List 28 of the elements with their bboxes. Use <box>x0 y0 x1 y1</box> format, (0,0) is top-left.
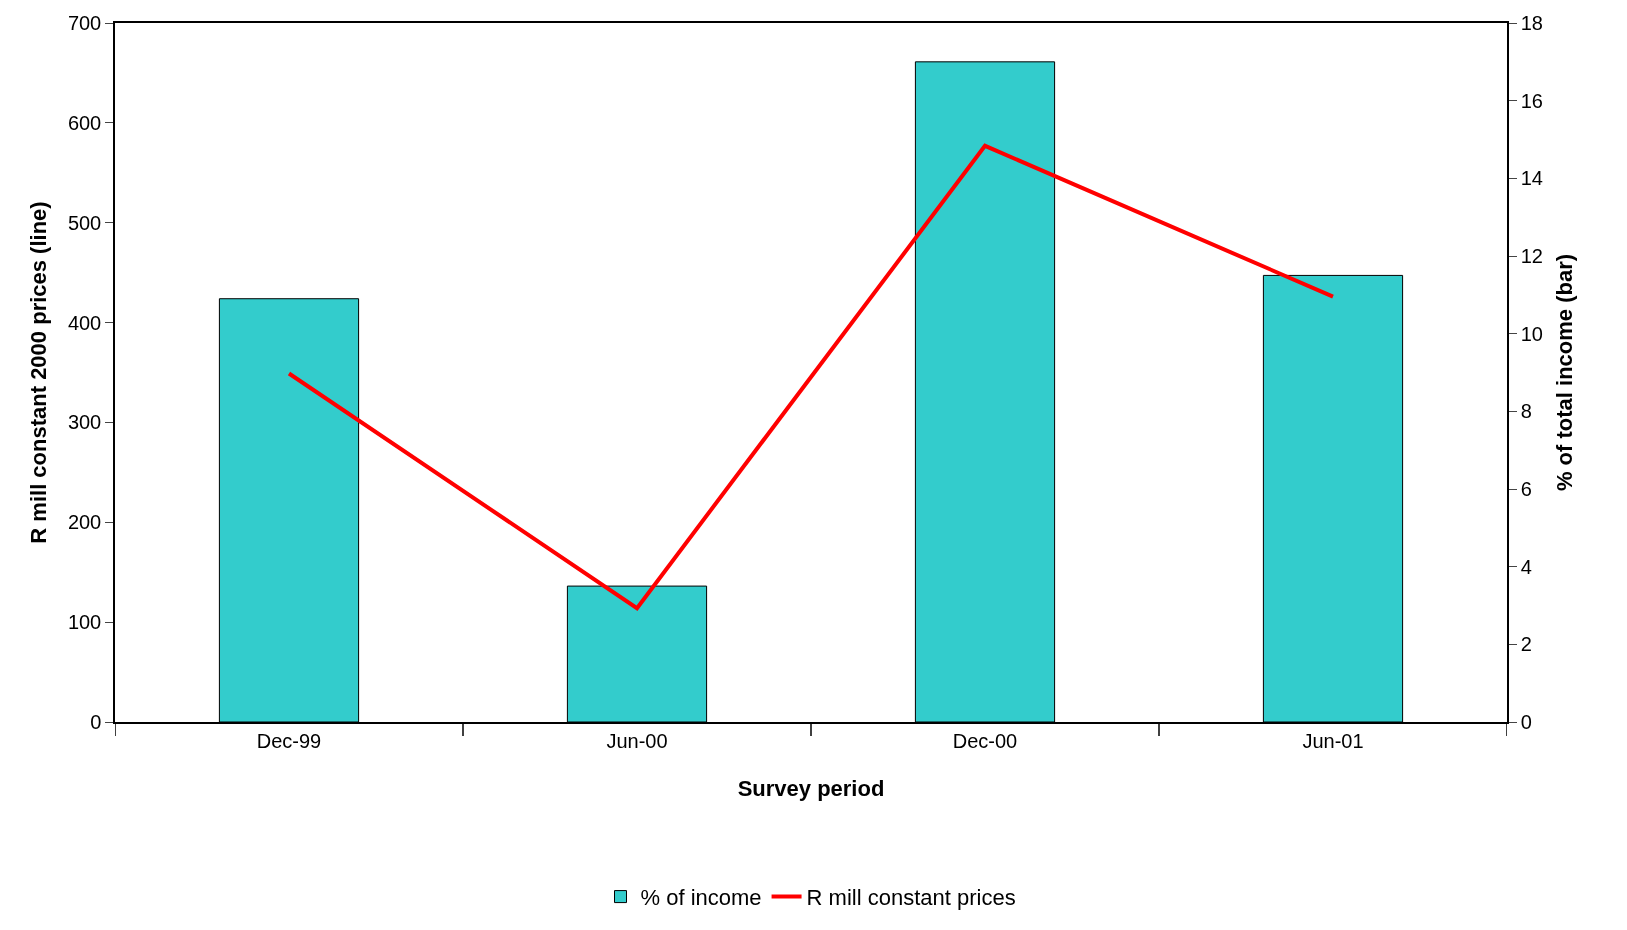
y2-axis-title: % of total income (bar) <box>1552 253 1578 492</box>
x-axis-title: Survey period <box>737 776 885 802</box>
y2-tick-label: 6 <box>1520 478 1532 500</box>
y-tick-label: 700 <box>67 12 102 34</box>
y2-tick-label: 8 <box>1520 400 1532 423</box>
y-tick-label: 300 <box>67 411 102 434</box>
y-tick-label: 100 <box>67 611 102 634</box>
y2-tick-label: 0 <box>1520 711 1532 733</box>
y2-tick-label: 4 <box>1520 555 1532 578</box>
y2-tick-label: 10 <box>1520 322 1543 345</box>
x-tick-label: Jun-00 <box>606 729 668 752</box>
y-tick-label: 200 <box>67 511 102 534</box>
y2-tick-label: 18 <box>1520 12 1543 34</box>
legend-label: % of income <box>640 885 762 911</box>
y-tick-label: 500 <box>67 211 102 234</box>
y-tick-label: 0 <box>90 711 102 733</box>
y2-tick-label: 2 <box>1520 633 1532 656</box>
y-tick-label: 400 <box>67 311 102 334</box>
x-tick-label: Dec-99 <box>256 729 322 752</box>
line-series <box>287 143 1335 611</box>
x-tick-label: Dec-00 <box>952 729 1018 752</box>
legend-label: R mill constant prices <box>806 885 1016 911</box>
y2-tick-label: 12 <box>1520 245 1543 267</box>
y2-tick-label: 14 <box>1520 167 1543 190</box>
x-tick-label: Jun-01 <box>1302 729 1364 752</box>
y2-tick-label: 16 <box>1520 89 1543 112</box>
y-axis-title: R mill constant 2000 prices (line) <box>26 201 52 544</box>
y-tick-label: 600 <box>67 111 102 134</box>
